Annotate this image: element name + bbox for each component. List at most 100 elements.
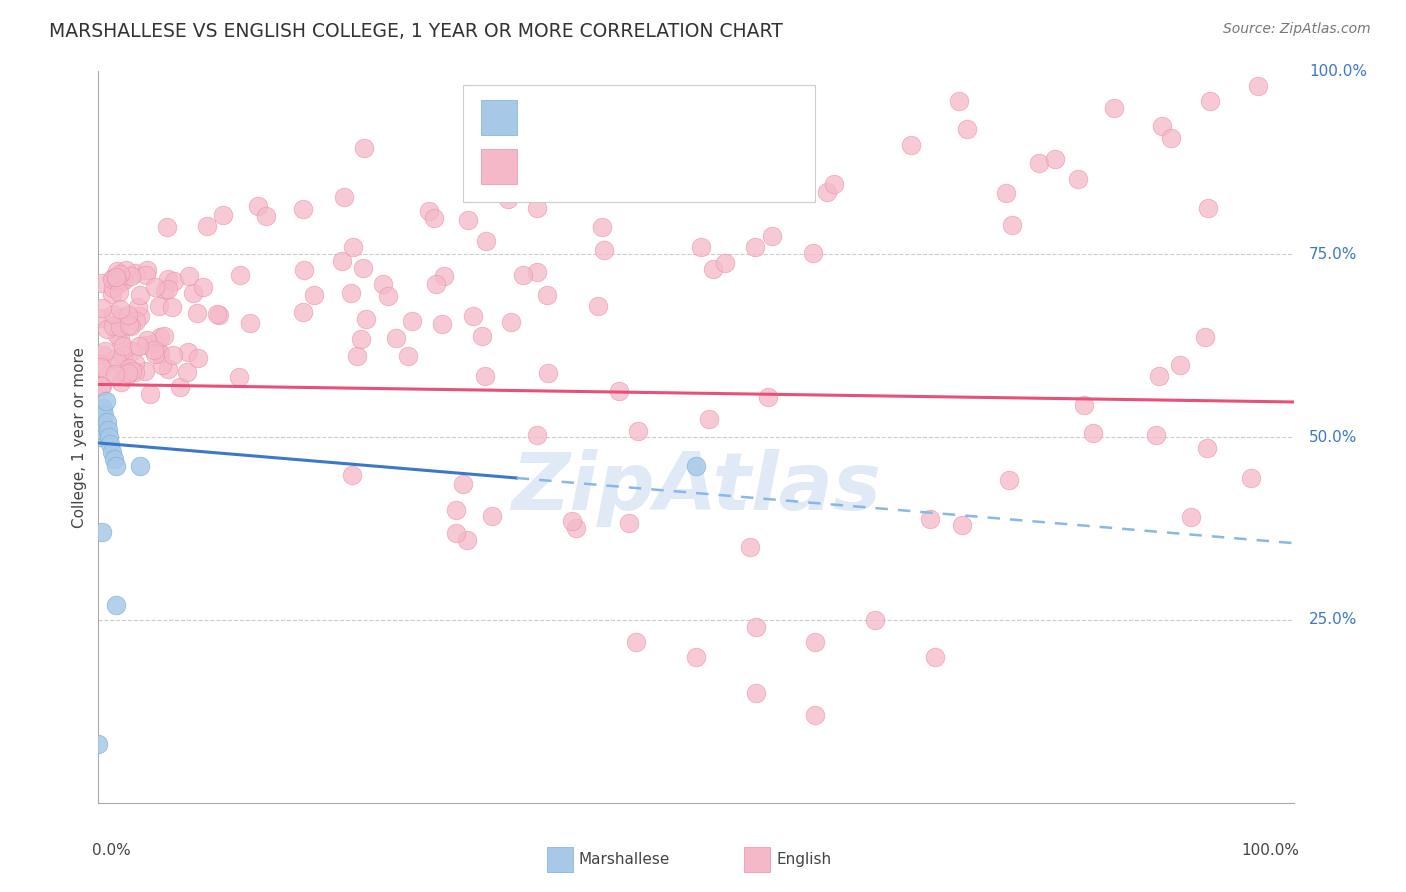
Point	[353, 140, 375, 154]
Point	[101, 318, 124, 333]
Point	[107, 327, 129, 342]
Point	[702, 262, 724, 277]
Point	[593, 243, 616, 257]
Point	[136, 263, 159, 277]
Point	[1073, 398, 1095, 412]
Point	[156, 361, 179, 376]
Point	[433, 269, 456, 284]
Point	[346, 349, 368, 363]
Point	[129, 459, 152, 474]
Text: N =: N =	[640, 159, 673, 174]
Point	[124, 266, 146, 280]
Point	[104, 367, 127, 381]
Point	[98, 437, 122, 451]
Point	[108, 301, 131, 316]
Point	[998, 473, 1021, 487]
Text: 0.0%: 0.0%	[93, 843, 131, 858]
Point	[105, 264, 128, 278]
Point	[330, 254, 353, 268]
Point	[129, 309, 152, 323]
Point	[1081, 425, 1104, 440]
Point	[114, 263, 136, 277]
Point	[177, 344, 200, 359]
Point	[1028, 155, 1050, 169]
Point	[1199, 94, 1222, 108]
Point	[350, 332, 373, 346]
Point	[475, 234, 498, 248]
Point	[105, 270, 128, 285]
Point	[128, 288, 150, 302]
Point	[103, 280, 125, 294]
Point	[463, 309, 485, 323]
Point	[136, 333, 159, 347]
Point	[108, 331, 131, 345]
Point	[143, 280, 166, 294]
Point	[924, 649, 946, 664]
Point	[385, 331, 408, 345]
Point	[91, 378, 114, 392]
Point	[90, 360, 112, 375]
Point	[96, 416, 118, 430]
Point	[474, 368, 496, 383]
Point	[1195, 441, 1218, 455]
Point	[90, 379, 112, 393]
Point	[118, 318, 141, 332]
Point	[186, 305, 208, 319]
Point	[994, 186, 1017, 200]
Text: Source: ZipAtlas.com: Source: ZipAtlas.com	[1223, 22, 1371, 37]
Point	[1043, 152, 1066, 166]
Y-axis label: College, 1 year or more: College, 1 year or more	[72, 347, 87, 527]
Point	[205, 307, 228, 321]
Point	[91, 416, 114, 430]
Point	[1146, 428, 1168, 442]
Point	[714, 256, 737, 270]
Point	[181, 285, 204, 300]
Bar	[481, 100, 517, 135]
Text: 16: 16	[676, 110, 695, 125]
Point	[117, 309, 139, 323]
Text: 50.0%: 50.0%	[1309, 430, 1357, 444]
Point	[108, 277, 131, 291]
Point	[745, 686, 768, 700]
Point	[697, 411, 720, 425]
Point	[138, 387, 160, 401]
Point	[401, 313, 423, 327]
Point	[91, 525, 114, 540]
Point	[340, 467, 363, 482]
Point	[685, 649, 707, 664]
Point	[105, 273, 128, 287]
Point	[191, 280, 214, 294]
Point	[823, 178, 845, 192]
Point	[471, 329, 494, 343]
Point	[120, 319, 142, 334]
Point	[292, 202, 315, 217]
Point	[91, 301, 114, 316]
Point	[499, 315, 522, 329]
Point	[94, 393, 117, 408]
Point	[112, 273, 135, 287]
Point	[396, 349, 419, 363]
Point	[105, 351, 128, 366]
Point	[108, 356, 131, 370]
Point	[432, 318, 454, 332]
Point	[105, 459, 128, 474]
Point	[804, 635, 827, 649]
Point	[111, 310, 134, 324]
Point	[1197, 201, 1219, 215]
Point	[156, 272, 179, 286]
Point	[108, 320, 131, 334]
Point	[110, 267, 132, 281]
Point	[143, 347, 166, 361]
Point	[1149, 368, 1171, 383]
Point	[444, 526, 467, 541]
Point	[114, 370, 136, 384]
Point	[150, 358, 173, 372]
Point	[101, 287, 124, 301]
Point	[1152, 119, 1174, 133]
Point	[291, 305, 314, 319]
Point	[457, 213, 479, 227]
Point	[444, 503, 467, 517]
Point	[1168, 359, 1191, 373]
Point	[451, 477, 474, 491]
Point	[292, 263, 315, 277]
